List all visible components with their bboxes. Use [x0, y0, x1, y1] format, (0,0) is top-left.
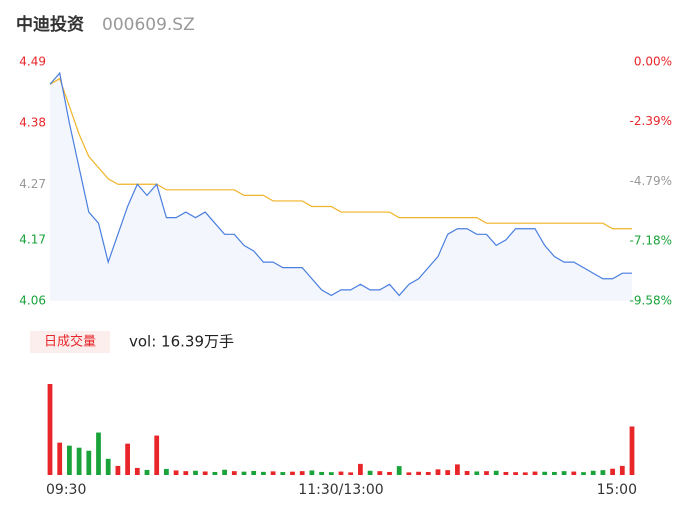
- volume-bar: [532, 471, 538, 475]
- volume-bar: [522, 472, 528, 475]
- volume-bar: [309, 470, 315, 475]
- y2-tick-label: -4.79%: [630, 174, 672, 188]
- volume-text: vol: 16.39万手: [129, 333, 234, 351]
- y2-tick-label: -7.18%: [630, 234, 672, 248]
- volume-tab[interactable]: [30, 331, 110, 353]
- volume-bar: [319, 471, 324, 475]
- volume-bar: [348, 472, 354, 475]
- volume-bar: [484, 471, 489, 475]
- volume-bar: [425, 471, 431, 475]
- volume-bar: [406, 472, 412, 475]
- volume-bar: [552, 471, 557, 475]
- volume-bar: [377, 471, 383, 475]
- volume-bar: [115, 465, 121, 475]
- volume-bar: [231, 471, 237, 475]
- volume-bar: [600, 470, 606, 475]
- volume-bar: [629, 426, 635, 475]
- volume-bar: [164, 468, 169, 475]
- volume-bar: [144, 469, 150, 475]
- volume-bar: [241, 471, 247, 475]
- volume-bar: [590, 470, 596, 475]
- volume-bar: [290, 471, 295, 475]
- volume-bar: [299, 471, 305, 475]
- volume-bar: [280, 472, 286, 475]
- stock-code: 000609.SZ: [102, 15, 195, 35]
- volume-tab-label[interactable]: 日成交量: [44, 334, 96, 350]
- volume-bar: [445, 470, 451, 475]
- volume-bar: [455, 464, 460, 475]
- volume-bar: [173, 470, 179, 475]
- volume-bar: [86, 450, 92, 475]
- volume-bar: [493, 470, 499, 475]
- y-tick-label: 4.49: [19, 55, 46, 69]
- volume-bar: [154, 435, 160, 475]
- y2-tick-label: -2.39%: [630, 114, 672, 128]
- volume-bar: [67, 445, 72, 475]
- volume-bar: [513, 472, 518, 475]
- volume-bar: [183, 471, 189, 475]
- volume-bar: [464, 470, 470, 475]
- volume-bar: [134, 467, 140, 475]
- y-tick-label: 4.17: [19, 232, 46, 246]
- y-tick-label: 4.27: [19, 177, 46, 191]
- volume-bar: [610, 468, 615, 475]
- volume-bar: [202, 471, 208, 475]
- volume-bar: [251, 470, 257, 475]
- volume-bar: [193, 470, 198, 475]
- volume-bar: [387, 471, 392, 475]
- volume-bar: [96, 432, 101, 475]
- volume-bar: [270, 471, 276, 475]
- y2-tick-label: -9.58%: [630, 294, 672, 308]
- volume-bar: [76, 447, 82, 475]
- x-tick-label: 11:30/13:00: [298, 482, 383, 498]
- volume-bar: [212, 471, 218, 475]
- volume-bar: [474, 471, 480, 475]
- volume-bar: [47, 384, 53, 475]
- volume-bar: [503, 471, 509, 475]
- volume-bar: [338, 471, 344, 475]
- y2-tick-label: 0.00%: [634, 55, 672, 69]
- volume-bar: [261, 471, 266, 475]
- series-line: [49, 77, 632, 230]
- stock-name: 中迪投资: [16, 14, 84, 35]
- volume-bar: [581, 472, 586, 475]
- volume-bar: [619, 465, 625, 475]
- volume-bar: [222, 469, 227, 475]
- price-area: [50, 73, 632, 302]
- y-tick-label: 4.38: [19, 116, 46, 130]
- volume-bar: [57, 442, 63, 475]
- series-line: [49, 71, 632, 297]
- x-tick-label: 09:30: [46, 482, 86, 498]
- volume-bar: [396, 466, 402, 475]
- volume-bar: [125, 443, 130, 475]
- volume-bar: [571, 471, 577, 475]
- volume-bar: [561, 471, 567, 475]
- volume-bar: [416, 471, 421, 475]
- volume-bar: [542, 471, 548, 475]
- volume-bar: [358, 463, 363, 475]
- x-tick-label: 15:00: [597, 482, 637, 498]
- volume-bar: [328, 472, 334, 475]
- volume-bar: [105, 458, 111, 475]
- y-tick-label: 4.06: [19, 294, 46, 308]
- volume-bar: [435, 469, 441, 475]
- volume-bar: [367, 470, 373, 475]
